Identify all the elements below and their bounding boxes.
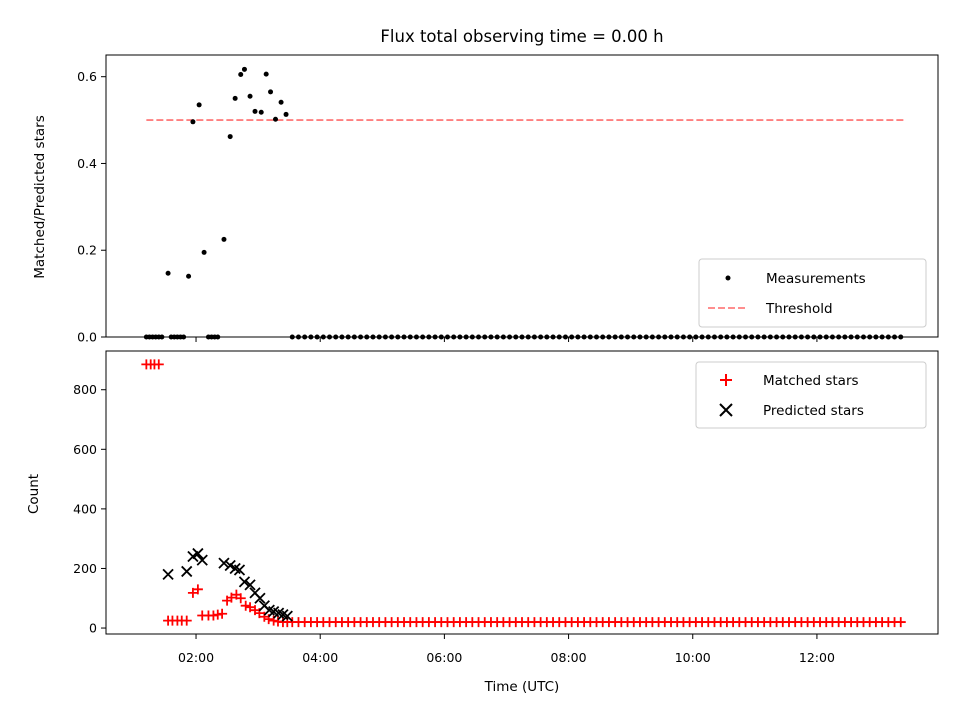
legend-measurements-label: Measurements (766, 271, 866, 287)
y-tick-label: 0.0 (77, 330, 97, 345)
measurement-point (201, 249, 207, 255)
measurement-point (190, 119, 196, 125)
measurement-point (283, 111, 289, 117)
predicted-point (192, 547, 204, 560)
y-tick-label: 0.4 (77, 156, 97, 171)
y-tick-label: 600 (73, 442, 97, 457)
ratio-y-axis-label: Matched/Predicted stars (32, 115, 48, 278)
measurement-point (278, 99, 284, 105)
measurement-point (268, 89, 274, 95)
measurement-point (196, 102, 202, 108)
predicted-point (181, 565, 193, 578)
ratio-panel: 0.0 0.2 0.4 0.6 (77, 54, 939, 345)
legend-matched-marker (720, 374, 732, 386)
axes-frame (105, 54, 939, 338)
x-tick-label: 04:00 (302, 650, 338, 665)
predicted-point (224, 559, 236, 572)
predicted-point (281, 610, 293, 622)
predicted-point (244, 579, 256, 591)
y-tick-label: 0 (89, 621, 97, 636)
measurement-point (273, 116, 279, 122)
x-tick-label: 02:00 (178, 650, 214, 665)
count-legend: Matched stars Predicted stars (695, 361, 927, 429)
y-tick-label: 0.6 (77, 69, 97, 84)
count-legend-box (695, 361, 927, 429)
legend-threshold-label: Threshold (765, 301, 833, 317)
legend-measurements-marker (725, 275, 731, 281)
x-axis-label: Time (UTC) (484, 679, 560, 695)
matched-point (192, 584, 203, 595)
measurement-point (232, 95, 238, 101)
x-tick-label: 08:00 (551, 650, 587, 665)
matched-point (235, 593, 246, 604)
x-tick-label: 06:00 (426, 650, 462, 665)
legend-predicted-label: Predicted stars (763, 403, 864, 419)
legend-matched-label: Matched stars (763, 373, 859, 389)
predicted-point (238, 576, 251, 588)
matched-point (217, 608, 228, 619)
axes-frame (105, 350, 939, 635)
legend-predicted-marker (719, 403, 733, 417)
predicted-point (187, 550, 199, 563)
matched-point (259, 611, 270, 622)
ratio-legend: Measurements Threshold (698, 258, 927, 328)
y-tick-label: 0.2 (77, 243, 97, 258)
measurement-point (252, 108, 258, 114)
measurement-point (247, 93, 253, 99)
x-tick-label: 10:00 (675, 650, 711, 665)
ratio-legend-box (698, 258, 927, 328)
measurement-point (165, 270, 171, 276)
count-panel: 0 200 400 600 800 02:00 04:00 06:00 08:00 10:00 12… (73, 350, 939, 665)
predicted-point (233, 564, 246, 576)
matched-point (153, 359, 164, 370)
predicted-point (162, 568, 174, 581)
predicted-point (218, 557, 230, 569)
predicted-point (254, 592, 266, 604)
x-tick-label: 12:00 (799, 650, 835, 665)
chart-title: Flux total observing time = 0.00 h (380, 27, 663, 46)
measurement-point (186, 273, 192, 279)
measurement-point (221, 236, 227, 242)
count-y-axis-label: Count (26, 474, 42, 514)
y-tick-label: 200 (73, 561, 97, 576)
matched-point (895, 617, 906, 628)
matched-point (240, 600, 251, 611)
measurement-point (263, 71, 269, 77)
y-tick-label: 800 (73, 382, 97, 397)
measurement-point (238, 72, 244, 78)
y-tick-label: 400 (73, 501, 97, 516)
measurement-point (258, 109, 264, 115)
predicted-point (196, 554, 208, 566)
measurement-point (227, 134, 233, 140)
matched-point (181, 615, 192, 626)
measurement-point (241, 66, 247, 72)
